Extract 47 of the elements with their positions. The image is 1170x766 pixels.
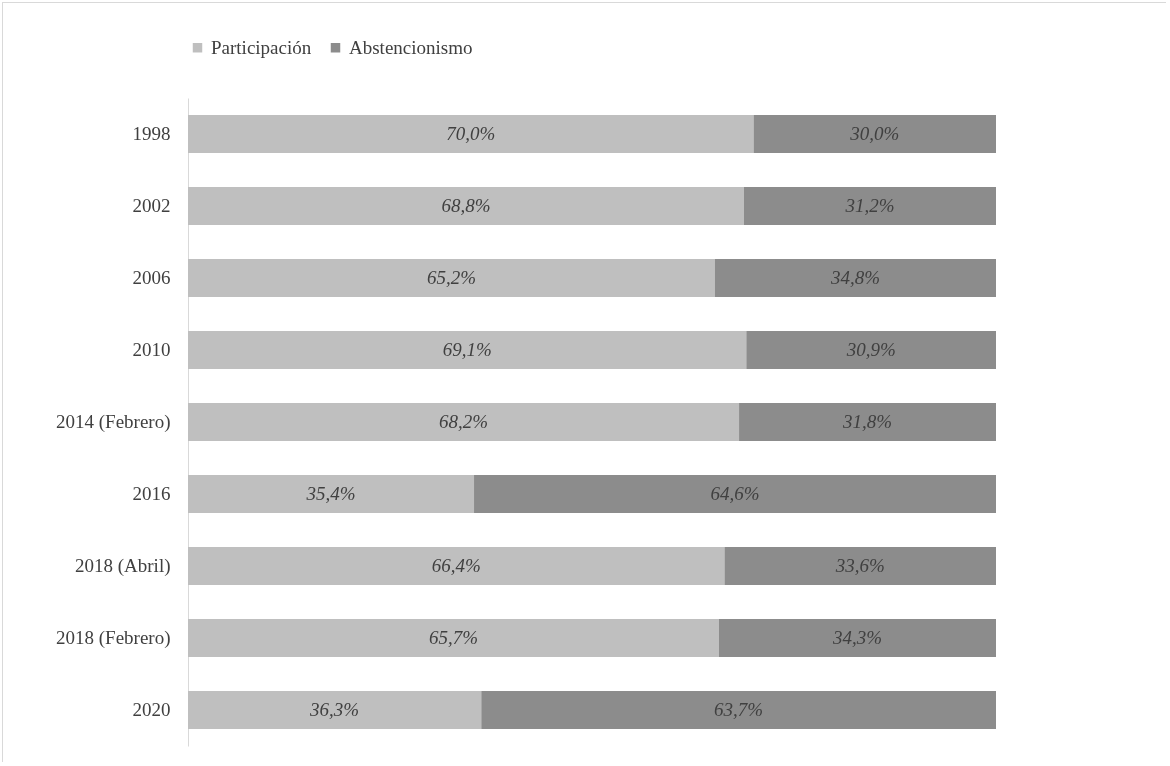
data-label: 30,0% [849, 123, 900, 144]
legend-label: Participación [211, 36, 312, 58]
bar [188, 546, 725, 586]
bar [481, 690, 996, 730]
data-label: 35,4% [305, 483, 356, 504]
data-label: 30,9% [845, 339, 896, 360]
bar [718, 618, 996, 658]
bar [474, 474, 996, 514]
data-label: 64,6% [710, 483, 760, 504]
data-label: 68,8% [441, 195, 491, 216]
data-label: 65,7% [428, 627, 478, 648]
bar [724, 546, 996, 586]
bar [746, 330, 996, 370]
data-label: 36,3% [309, 699, 360, 720]
y-tick-label: 2020 [132, 699, 171, 720]
legend-label: Abstencionismo [349, 36, 473, 58]
data-label: 68,2% [438, 411, 489, 432]
data-label: 70,0% [446, 123, 496, 144]
data-label: 31,2% [844, 195, 895, 216]
data-label: 34,3% [831, 627, 882, 648]
y-tick-label: 2002 [132, 195, 171, 216]
y-tick-label: 2006 [132, 267, 171, 288]
y-tick-label: 2010 [132, 339, 171, 360]
bar [188, 114, 754, 154]
bar [188, 186, 744, 226]
data-label: 34,8% [829, 267, 880, 288]
y-tick-label: 2018 (Abril) [74, 555, 171, 577]
bar [753, 114, 996, 154]
data-label: 31,8% [841, 411, 893, 432]
bar [739, 402, 996, 442]
y-tick-label: 2018 (Febrero) [56, 627, 171, 649]
y-tick-label: 2016 [132, 483, 171, 504]
data-label: 66,4% [431, 555, 481, 576]
bar [188, 618, 719, 658]
bar [188, 402, 740, 442]
data-label: 63,7% [714, 699, 764, 720]
bar [188, 258, 715, 298]
data-label: 65,2% [426, 267, 476, 288]
y-tick-label: 2014 (Febrero) [56, 411, 171, 433]
bar [188, 474, 475, 514]
bar [188, 690, 482, 730]
bar [743, 186, 996, 226]
data-label: 33,6% [834, 555, 885, 576]
bar [714, 258, 996, 298]
data-label: 69,1% [442, 339, 492, 360]
y-tick-label: 1998 [132, 123, 171, 144]
bar [188, 330, 747, 370]
